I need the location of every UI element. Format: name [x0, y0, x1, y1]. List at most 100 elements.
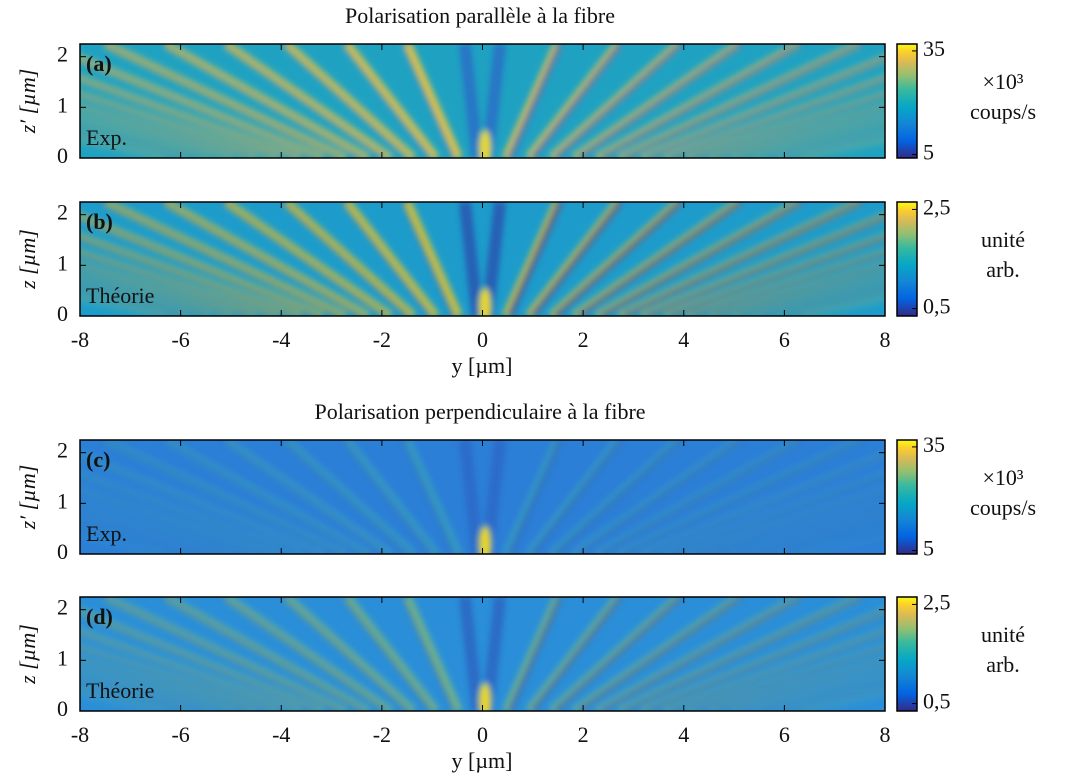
x-tick-label: 0: [477, 722, 488, 747]
hot-spot: [479, 525, 492, 554]
fringe-dark: [690, 249, 885, 316]
fringe-bright: [343, 597, 440, 711]
fringe-dark: [735, 667, 885, 711]
fringe-bright: [283, 202, 417, 316]
fringe-bright: [80, 73, 302, 158]
fringe-dark: [735, 510, 885, 554]
colorbar-label: arb.: [986, 257, 1020, 282]
x-tick-label: -6: [171, 327, 189, 352]
colorbar-label: unité: [981, 622, 1025, 647]
fringe-bright: [80, 626, 302, 711]
fringe-dark: [781, 684, 885, 711]
y-axis-label: z′ [µm]: [15, 465, 40, 531]
y-tick-label: 2: [57, 42, 68, 67]
panel-label: (d): [86, 604, 113, 629]
fringe-dark: [667, 628, 885, 711]
x-tick-label: -8: [71, 722, 89, 747]
x-tick-label: 8: [880, 327, 891, 352]
fringe-dark: [644, 55, 885, 158]
fringe-bright: [402, 44, 463, 158]
fringe-bright: [80, 642, 279, 711]
fringe-bright: [80, 449, 325, 554]
panel: 0 1 2 Polarisation parallèle à la fibre (a) E…: [15, 3, 1036, 168]
colorbar-tick-label: 2,5: [923, 589, 951, 614]
colorbar-tick-label: 0,5: [923, 294, 951, 319]
fringes: [80, 202, 885, 316]
x-tick-label: -6: [171, 722, 189, 747]
y-tick-label: 0: [57, 539, 68, 564]
fringe-bright: [163, 202, 371, 316]
fringe-dark: [667, 233, 885, 316]
fringe-dark: [530, 597, 624, 711]
fringe-bright: [402, 202, 463, 316]
fringe-bright: [80, 287, 188, 316]
fringe-dark: [553, 44, 684, 158]
annotation: Exp.: [86, 521, 127, 546]
colorbar-tick-label: 0,5: [923, 689, 951, 714]
heatmap: [80, 440, 885, 554]
fringe-bright: [80, 270, 234, 316]
x-tick-label: -4: [272, 722, 290, 747]
fringe-bright: [80, 517, 211, 554]
fringe-dark: [506, 440, 564, 554]
fringe-dark: [712, 104, 885, 158]
fringe-dark: [621, 44, 864, 158]
y-tick-label: 0: [57, 696, 68, 721]
fringe-dark: [621, 440, 864, 554]
fringe-dark: [735, 272, 885, 316]
fringe-dark: [621, 597, 864, 711]
colorbar-label: arb.: [986, 652, 1020, 677]
fringes: [80, 597, 885, 711]
fringe-dark: [458, 597, 484, 711]
x-tick-label: 8: [880, 722, 891, 747]
panel-title: Polarisation perpendiculaire à la fibre: [314, 399, 645, 424]
panel: 0 1 2 Polarisation perpendiculaire à la fib…: [15, 399, 1036, 564]
fringe-dark: [781, 527, 885, 554]
heatmap: [80, 597, 885, 711]
fringe-dark: [576, 440, 744, 554]
fringe-bright: [80, 121, 211, 158]
fringe-bright: [103, 440, 348, 554]
fringe-dark: [458, 440, 484, 554]
colorbar-label: ×10³: [982, 465, 1023, 490]
fringe-dark: [506, 597, 564, 711]
x-tick-label: 4: [678, 327, 689, 352]
x-tick-label: 6: [779, 722, 790, 747]
colorbar-label: ×10³: [982, 69, 1023, 94]
fringe-dark: [735, 114, 885, 158]
panel: -8 -6 -4 -2 0 2 4 6 8 0 1 2 (d) Théorie z [µm] y [µm] 0,…: [15, 589, 1025, 773]
fringe-bright: [402, 597, 463, 711]
fringe-bright: [343, 202, 440, 316]
fringe-bright: [80, 606, 325, 711]
fringe-dark: [621, 202, 864, 316]
fringe-bright: [80, 211, 325, 316]
fringe-dark: [506, 202, 564, 316]
hot-spot: [479, 287, 492, 316]
fringe-dark: [576, 202, 744, 316]
fringe-bright: [80, 682, 188, 711]
annotation: Exp.: [86, 125, 127, 150]
fringe-dark: [712, 262, 885, 316]
fringe-dark: [758, 123, 885, 158]
x-axis-label: y [µm]: [452, 748, 513, 773]
x-tick-label: -2: [373, 327, 391, 352]
x-axis-label: y [µm]: [452, 353, 513, 378]
fringe-bright: [163, 44, 371, 158]
fringe-dark: [712, 500, 885, 554]
y-axis-label: z [µm]: [15, 624, 40, 685]
fringe-bright: [402, 440, 463, 554]
y-axis-label: z′ [µm]: [15, 69, 40, 135]
fringe-bright: [80, 525, 188, 554]
panel-title: Polarisation parallèle à la fibre: [345, 3, 615, 28]
fringes: [80, 440, 885, 554]
fringe-dark: [530, 440, 624, 554]
y-tick-label: 2: [57, 200, 68, 225]
fringe-bright: [223, 44, 394, 158]
colorbar-tick-label: 35: [923, 432, 945, 457]
fringes: [80, 44, 885, 158]
fringe-bright: [80, 102, 257, 158]
x-tick-label: 6: [779, 327, 790, 352]
x-tick-label: 2: [578, 327, 589, 352]
fringe-dark: [530, 202, 624, 316]
panel-label: (a): [86, 51, 112, 76]
